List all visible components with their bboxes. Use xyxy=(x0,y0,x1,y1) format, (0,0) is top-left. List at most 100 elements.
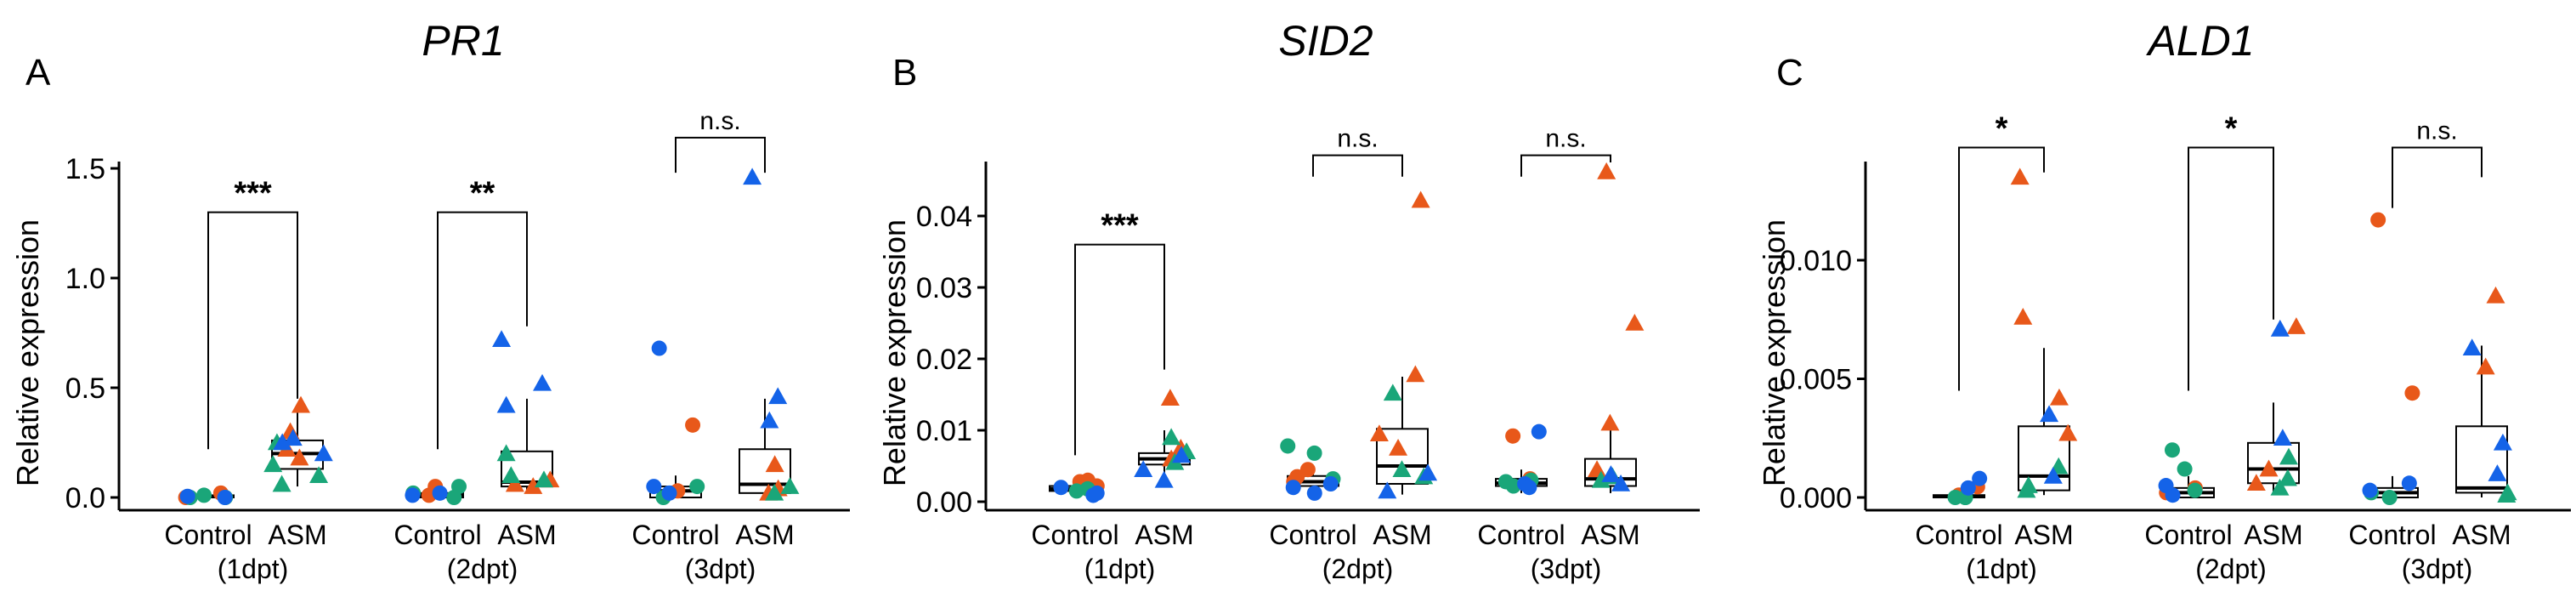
data-point-triangle xyxy=(283,429,303,446)
data-point-triangle xyxy=(1162,428,1181,446)
significance-label: *** xyxy=(234,176,272,212)
significance-bracket xyxy=(437,211,528,450)
data-point-triangle xyxy=(1411,190,1430,208)
significance-label: n.s. xyxy=(2416,116,2457,145)
data-point-triangle xyxy=(273,433,292,451)
data-point-triangle xyxy=(2017,480,2036,498)
data-point-circle xyxy=(1531,423,1547,440)
box-rect xyxy=(2455,425,2508,494)
data-point-triangle xyxy=(1392,460,1412,477)
data-point-circle xyxy=(179,488,195,504)
data-point-circle xyxy=(1285,480,1301,496)
data-point-circle xyxy=(2177,461,2193,477)
data-point-triangle xyxy=(1389,439,1408,456)
category-label: ASM xyxy=(1581,520,1639,550)
data-point-circle xyxy=(2370,212,2386,228)
data-point-triangle xyxy=(2462,338,2482,356)
significance-label: *** xyxy=(1101,208,1139,244)
data-point-circle xyxy=(1972,470,1988,486)
category-label: Control xyxy=(2348,520,2436,550)
day-label: (2dpt) xyxy=(447,554,518,584)
y-tick-label: 0.0 xyxy=(65,482,105,514)
panel-letter: C xyxy=(1776,52,1803,94)
data-point-triangle xyxy=(309,466,329,483)
data-point-circle xyxy=(1960,480,1976,496)
day-label: (2dpt) xyxy=(1322,554,1394,584)
day-label: (1dpt) xyxy=(218,554,289,584)
category-label: ASM xyxy=(497,520,556,550)
box-rect xyxy=(1376,428,1429,486)
category-label: Control xyxy=(631,520,719,550)
day-label: (1dpt) xyxy=(1966,554,2037,584)
data-point-triangle xyxy=(1369,424,1389,441)
day-label: (1dpt) xyxy=(1084,554,1156,584)
data-point-circle xyxy=(1322,476,1339,492)
significance-label: n.s. xyxy=(1545,125,1586,153)
day-label: (2dpt) xyxy=(2195,554,2267,584)
category-label: ASM xyxy=(2244,520,2302,550)
data-point-triangle xyxy=(2040,405,2059,423)
box-rect xyxy=(2247,441,2300,485)
panel-title: ALD1 xyxy=(2145,17,2254,65)
data-point-circle xyxy=(1299,462,1316,478)
data-point-triangle xyxy=(2488,464,2507,481)
y-tick-label: 1.5 xyxy=(65,153,105,185)
y-axis-label: Relative expression xyxy=(10,219,45,486)
data-point-triangle xyxy=(1625,314,1645,331)
data-point-triangle xyxy=(2043,466,2063,484)
significance-bracket xyxy=(207,211,298,450)
data-point-circle xyxy=(446,490,462,505)
data-point-triangle xyxy=(765,483,784,501)
data-point-triangle xyxy=(533,373,552,391)
category-label: ASM xyxy=(2452,520,2511,550)
category-label: Control xyxy=(1031,520,1118,550)
data-point-triangle xyxy=(1134,460,1153,477)
y-tick-label: 0.04 xyxy=(916,201,972,233)
data-point-circle xyxy=(405,487,421,503)
data-point-triangle xyxy=(2013,307,2033,325)
data-point-circle xyxy=(217,490,233,505)
data-point-triangle xyxy=(314,444,333,462)
data-point-circle xyxy=(196,487,212,503)
data-point-circle xyxy=(1089,485,1105,501)
data-point-triangle xyxy=(496,444,516,462)
data-point-triangle xyxy=(505,474,524,492)
category-label: ASM xyxy=(268,520,326,550)
data-point-triangle xyxy=(2286,317,2306,334)
data-point-triangle xyxy=(768,387,788,405)
data-point-triangle xyxy=(1406,365,1425,383)
y-tick-label: 0.000 xyxy=(1780,482,1852,514)
data-point-circle xyxy=(432,485,448,501)
panel-letter: B xyxy=(892,52,917,94)
data-point-triangle xyxy=(2476,357,2495,375)
panel-title: SID2 xyxy=(1278,17,1373,65)
data-point-circle xyxy=(2187,482,2203,498)
y-tick-label: 1.0 xyxy=(65,263,105,295)
data-point-triangle xyxy=(290,448,309,466)
data-point-triangle xyxy=(1154,470,1174,488)
significance-bracket xyxy=(675,136,766,173)
data-point-triangle xyxy=(1160,389,1180,406)
data-point-triangle xyxy=(1591,470,1611,488)
data-point-triangle xyxy=(1601,465,1621,482)
y-tick-label: 0.5 xyxy=(65,372,105,405)
data-point-triangle xyxy=(534,470,553,488)
day-label: (3dpt) xyxy=(2402,554,2473,584)
data-point-triangle xyxy=(2270,478,2290,496)
y-tick-label: 0.01 xyxy=(916,415,972,447)
data-point-triangle xyxy=(263,455,283,473)
significance-bracket xyxy=(1520,154,1611,177)
y-tick-label: 0.005 xyxy=(1780,364,1852,396)
day-label: (3dpt) xyxy=(1531,554,1602,584)
data-point-triangle xyxy=(1611,474,1631,492)
significance-label: n.s. xyxy=(699,107,740,135)
y-tick-label: 0.010 xyxy=(1780,245,1852,277)
box-rect xyxy=(2018,425,2070,492)
data-point-triangle xyxy=(492,330,512,348)
data-point-triangle xyxy=(501,466,521,483)
data-point-triangle xyxy=(2493,433,2512,451)
data-point-triangle xyxy=(2273,429,2292,446)
data-point-triangle xyxy=(291,395,310,413)
data-point-circle xyxy=(2158,478,2174,494)
